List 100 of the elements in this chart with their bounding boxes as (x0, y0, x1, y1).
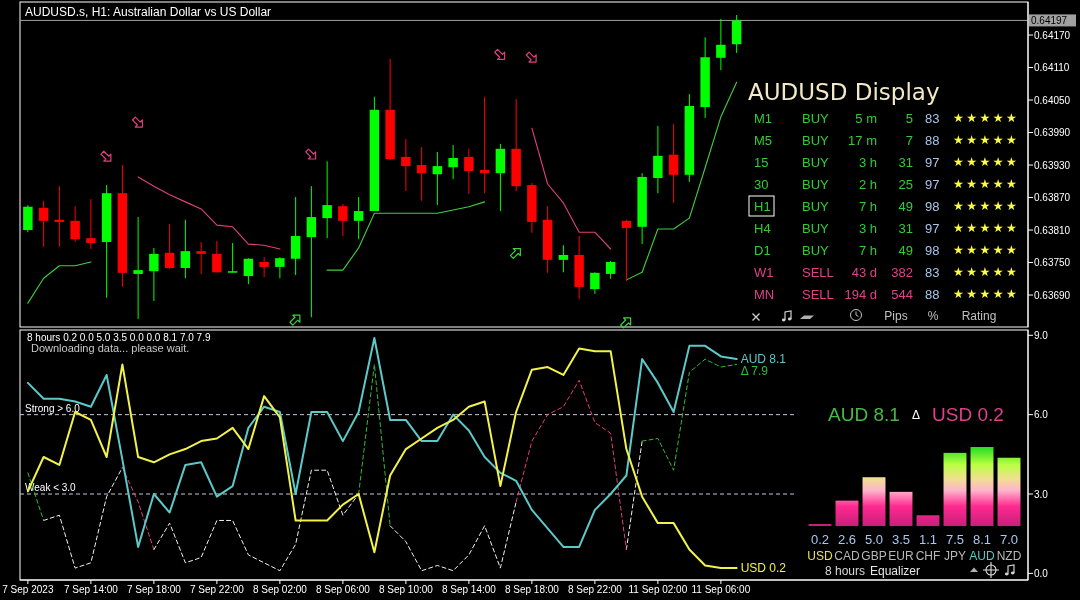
annotation: 5 (905, 110, 913, 126)
annotation: H1 (754, 198, 771, 214)
candlestick (243, 257, 254, 285)
annotation: 98 (925, 198, 940, 214)
candlestick (731, 14, 742, 54)
x-tick-label: 8 Sep 18:00 (504, 584, 560, 595)
annotation: 49 (898, 242, 913, 258)
candlestick (416, 146, 427, 202)
data-label: 7.5 (945, 531, 965, 547)
annotation: BUY (802, 154, 830, 170)
annotation: H4 (754, 220, 771, 236)
bar (970, 447, 994, 526)
bar (916, 515, 940, 526)
annotation: 3 h (858, 154, 877, 170)
x-tick-label: 11 Sep 06:00 (691, 584, 751, 595)
chart-title: AUDUSD.s, H1: Australian Dollar vs US Dollar (25, 5, 272, 19)
annotation: AUD 8.1 (828, 404, 900, 425)
x-tick-label: EUR (888, 549, 914, 563)
annotation: 88 (925, 132, 940, 148)
annotation: 15 (754, 154, 769, 170)
annotation: 544 (891, 286, 913, 302)
bar (862, 477, 886, 526)
y-tick-label: 0.0 (1034, 567, 1049, 579)
candlestick (401, 138, 411, 192)
candlestick (23, 204, 33, 233)
candlestick (133, 216, 143, 320)
annotation: 49 (898, 198, 913, 214)
text: AUDUSD Display (748, 79, 940, 105)
annotation: 3 h (858, 220, 877, 236)
annotation: 7 h (858, 198, 877, 214)
annotation: ★★★★★ (953, 199, 1020, 213)
annotation: 7 h (858, 242, 877, 258)
y-tick-label: 0.63930 (1034, 159, 1071, 171)
ref-line-label: Strong > 6.0 (25, 402, 81, 414)
x-tick-label: AUD (969, 549, 995, 563)
y-tick-label: 0.63690 (1034, 289, 1071, 301)
candlestick (290, 196, 301, 276)
annotation: BUY (802, 242, 830, 258)
data-label: 0.2 (810, 531, 830, 547)
x-tick-label: 11 Sep 02:00 (628, 584, 688, 595)
annotation: % (927, 309, 939, 323)
annotation: Downloading data... please wait. (31, 342, 190, 354)
annotation: Δ (911, 408, 921, 422)
x-tick-label: USD (807, 549, 833, 563)
bar (943, 452, 967, 526)
candlestick (180, 219, 191, 279)
candlestick (653, 125, 663, 194)
annotation: 43 d (851, 264, 877, 280)
annotation: ★★★★★ (953, 265, 1020, 279)
x-tick-label: 8 Sep 06:00 (315, 584, 371, 595)
annotation: ★★★★★ (953, 111, 1020, 125)
annotation: 194 d (844, 286, 877, 302)
annotation: 98 (925, 242, 940, 258)
candlestick (322, 160, 332, 239)
annotation: 8 hours (825, 564, 866, 578)
candlestick (70, 205, 80, 243)
annotation: D1 (754, 242, 771, 258)
candlestick (668, 123, 679, 204)
candlestick (275, 256, 285, 279)
annotation: BUY (802, 110, 830, 126)
ref-line-label: 0.64197 (1031, 14, 1068, 26)
candlestick (716, 18, 726, 71)
annotation: 382 (891, 264, 913, 280)
x-tick-label: 8 Sep 14:00 (441, 584, 497, 595)
candlestick (212, 240, 222, 273)
y-tick-label: 0.64170 (1034, 29, 1071, 41)
y-tick-label: 0.63810 (1034, 224, 1071, 236)
candlestick (164, 223, 175, 270)
annotation: USD 0.2 (932, 404, 1004, 425)
candlestick (306, 185, 317, 318)
annotation: 7 (905, 132, 913, 148)
candlestick (338, 203, 348, 237)
annotation: 97 (925, 176, 940, 192)
x-tick-label: CAD (834, 549, 860, 563)
candlestick (149, 247, 159, 302)
candlestick (448, 144, 458, 180)
x-tick-label: 7 Sep 14:00 (63, 584, 119, 595)
x-tick-label: NZD (996, 549, 1022, 563)
x-tick-label: 8 Sep 10:00 (378, 584, 434, 595)
bar (997, 457, 1021, 526)
x-tick-label: JPY (943, 549, 967, 563)
annotation: 83 (925, 110, 940, 126)
data-label: 1.1 (918, 531, 938, 547)
data-label: 7.0 (999, 531, 1019, 547)
annotation: W1 (754, 264, 774, 280)
y-tick-label: 3.0 (1034, 488, 1049, 500)
x-tick-label: CHF (915, 549, 941, 563)
x-tick-label: 8 Sep 02:00 (252, 584, 308, 595)
data-label: 3.5 (891, 531, 911, 547)
annotation: 31 (898, 220, 913, 236)
x-tick-label: 7 Sep 2023 (2, 584, 54, 595)
candlestick (227, 242, 238, 273)
annotation: 17 m (848, 132, 877, 148)
annotation: 30 (754, 176, 769, 192)
candlestick (259, 256, 269, 278)
candlestick (464, 148, 474, 195)
data-label: 8.1 (972, 531, 992, 547)
annotation: 2 h (858, 176, 877, 192)
annotation: Rating (961, 309, 997, 323)
bar (889, 491, 913, 526)
